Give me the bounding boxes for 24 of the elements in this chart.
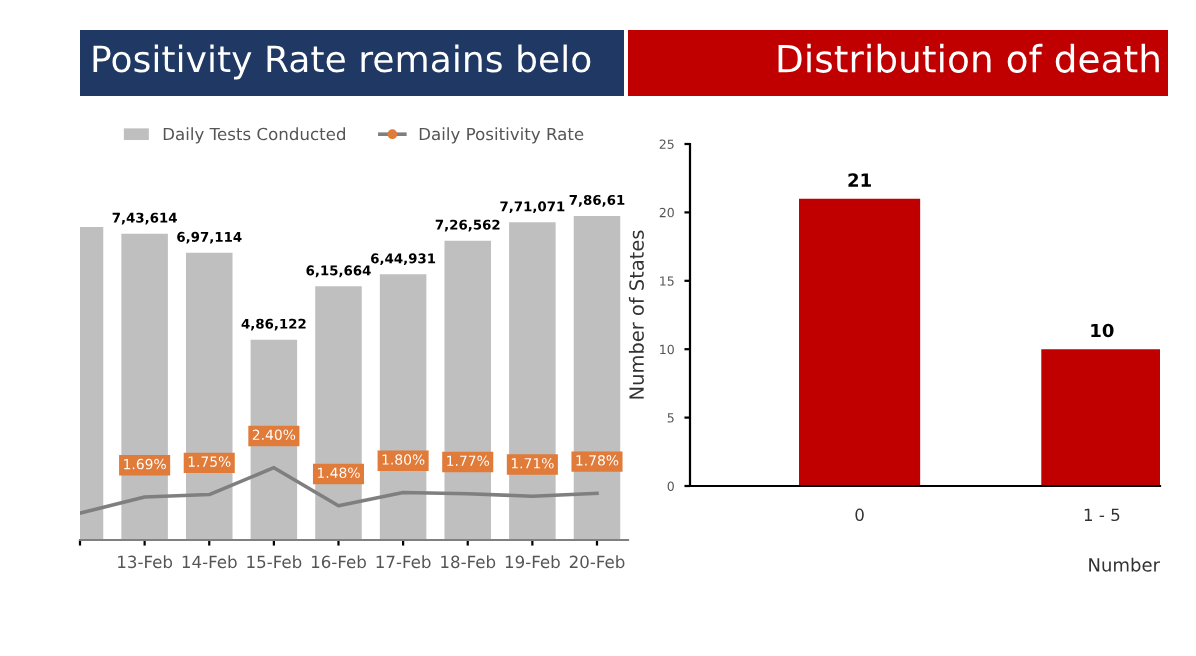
x-tick-label: 1 - 5: [1084, 508, 1120, 522]
legend-label: Daily Positivity Rate: [419, 127, 584, 144]
x-tick-label: 15-Feb: [247, 555, 302, 569]
x-axis-title: Number: [1089, 557, 1160, 572]
y-axis-title: Number of States: [628, 230, 644, 399]
bar: [509, 222, 556, 540]
legend-label: Daily Tests Conducted: [163, 127, 345, 144]
bar: [121, 233, 168, 540]
x-tick-label: 13-Feb: [118, 555, 173, 569]
bar: [379, 274, 427, 540]
data-label: 21: [848, 173, 871, 187]
data-label: 10: [1091, 323, 1114, 338]
x-tick-label: 18-Feb: [441, 555, 496, 569]
bar: [573, 215, 621, 540]
bar: [444, 240, 491, 540]
x-tick-label: 16-Feb: [311, 555, 366, 569]
x-tick-label: 20-Feb: [569, 555, 625, 569]
x-tick-label: 14-Feb: [182, 555, 237, 569]
bar: [185, 252, 233, 540]
chart-title: Positivity Rate remains belo: [93, 44, 591, 80]
bar: [315, 286, 362, 540]
x-tick-label: 17-Feb: [376, 555, 431, 569]
x-tick-label: 19-Feb: [505, 555, 560, 569]
chart-title: Distribution of death: [778, 43, 1159, 73]
